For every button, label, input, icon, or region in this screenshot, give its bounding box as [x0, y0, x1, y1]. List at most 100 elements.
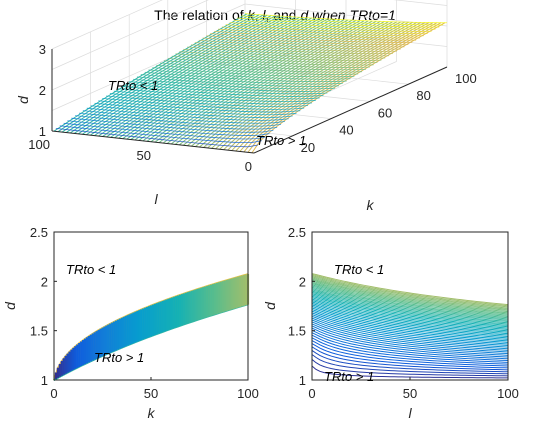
surface-line-3d [237, 17, 440, 28]
surface-line-3d [187, 46, 390, 57]
k-tick-label-3d: 100 [455, 71, 477, 86]
surface-line-3d [217, 28, 420, 39]
surface-line-3d [75, 115, 278, 130]
surface-line-3d [109, 93, 312, 105]
annotation-trto-gt1-k: TRto > 1 [94, 350, 144, 365]
surface-line-l [311, 278, 509, 311]
surface-line-3d [148, 69, 351, 80]
surface-line-3d [90, 105, 293, 118]
surface-line-l [311, 346, 509, 371]
surface-line-3d [82, 110, 285, 124]
x-axis-label-l: l [408, 405, 412, 421]
d-vs-k-panel: 1 1.5 2 2.5 0 50 100 k d TRto < 1 TRto > 1 [2, 225, 259, 421]
surface-line-3d [71, 117, 274, 133]
y-axis-label-k: d [2, 301, 18, 310]
surface-line-l [311, 334, 509, 363]
surface-line-l [311, 323, 509, 355]
y-tick-label-l: 1.5 [288, 324, 306, 339]
surface-line-3d [125, 83, 328, 95]
surface-view-l [311, 273, 509, 379]
surface-line-3d [229, 22, 432, 32]
surface-line-l [311, 291, 509, 325]
surface-line-l [311, 298, 509, 332]
k-tick-label-3d: 20 [301, 140, 315, 155]
surface-line-l [311, 312, 509, 345]
tick-labels-3d: 1 2 3 0 50 100 20 40 60 80 100 [28, 42, 476, 174]
surface-line-3d [210, 33, 413, 43]
surface-line-l [311, 340, 509, 367]
k-tick-label-3d: 60 [378, 105, 392, 120]
surface-line-l [311, 305, 509, 339]
x-tick-label-l: 100 [497, 386, 519, 401]
y-axis-label-l: d [262, 301, 278, 310]
y-tick-label-k: 1 [41, 373, 48, 388]
surface-line-l [311, 359, 509, 377]
gridline-3d [51, 24, 246, 111]
surface-line-l [311, 309, 509, 342]
l-tick-label-3d: 0 [245, 159, 252, 174]
surface-line-l [311, 310, 509, 343]
surface-line-l [311, 282, 509, 315]
surface-line-l [311, 275, 509, 308]
surface-line-3d [94, 102, 297, 116]
surface-line-l [311, 283, 509, 316]
z-axis-label-3d: d [15, 95, 31, 104]
surface-line-3d [179, 51, 382, 61]
surface-line-l [311, 343, 509, 369]
surface-line-l [311, 274, 509, 307]
gridline-3d [51, 3, 246, 91]
k-axis-line-3d [253, 66, 448, 154]
annotation-trto-lt1-3d: TRto < 1 [108, 78, 158, 93]
x-axis-label-k: k [148, 405, 156, 421]
surface-line-3d [78, 112, 282, 127]
y-tick-label-l: 1 [299, 373, 306, 388]
surface-line-l [311, 327, 509, 358]
surface-line-l [311, 317, 509, 350]
surface-line-3d [86, 107, 289, 121]
surface-line-3d [63, 122, 266, 140]
surface-line-3d [190, 44, 393, 55]
annotation-trto-lt1-k: TRto < 1 [66, 262, 116, 277]
surface-line-3d [59, 125, 262, 144]
surface-line-3d [214, 30, 417, 41]
surface-line-l [311, 273, 509, 306]
surface-line-3d [198, 39, 401, 50]
surface-line-3d [140, 74, 343, 85]
surface-line-l [311, 284, 509, 317]
surface-line-l [311, 315, 509, 348]
surface-line-l [311, 301, 509, 335]
l-axis-line-3d [51, 130, 255, 154]
surface-line-3d [194, 42, 397, 52]
surface-line-l [311, 329, 509, 360]
l-tick-label-3d: 50 [137, 148, 151, 163]
l-axis-label-3d: l [154, 191, 158, 207]
surface-line-l [311, 280, 509, 314]
x-tick-label-k: 0 [50, 386, 57, 401]
surface-line-l [311, 325, 509, 356]
surface-line-l [311, 304, 509, 337]
surface-line-3d [102, 97, 305, 110]
d-vs-l-panel: 1 1.5 2 2.5 0 50 100 l d TRto < 1 TRto > 1 [262, 225, 519, 421]
surface-line-3d [152, 67, 355, 78]
z-tick-label-3d: 2 [39, 83, 46, 98]
surface-line-l [311, 289, 509, 322]
surface-line-l [311, 293, 509, 326]
surface-3d-panel: 1 2 3 0 50 100 20 40 60 80 100 d l k TRto < 1 TRto… [15, 0, 477, 213]
surface-line-l [311, 314, 509, 347]
surface-line-l [311, 295, 509, 329]
surface-line-3d [206, 35, 409, 46]
surface-line-l [311, 276, 509, 309]
surface-line-3d [113, 90, 316, 102]
surface-line-l [311, 288, 509, 321]
k-tick-label-3d: 40 [339, 123, 353, 138]
surface-line-3d [117, 88, 320, 100]
surface-line-l [311, 354, 509, 375]
gridline-3d [51, 0, 209, 70]
x-tick-label-l: 50 [403, 386, 417, 401]
surface-line-3d [233, 19, 436, 30]
surface-line-3d [175, 53, 378, 64]
axes-3d [51, 49, 448, 154]
surface-line-l [311, 285, 509, 319]
surface-line-3d [171, 55, 374, 66]
surface-3d [53, 13, 448, 154]
